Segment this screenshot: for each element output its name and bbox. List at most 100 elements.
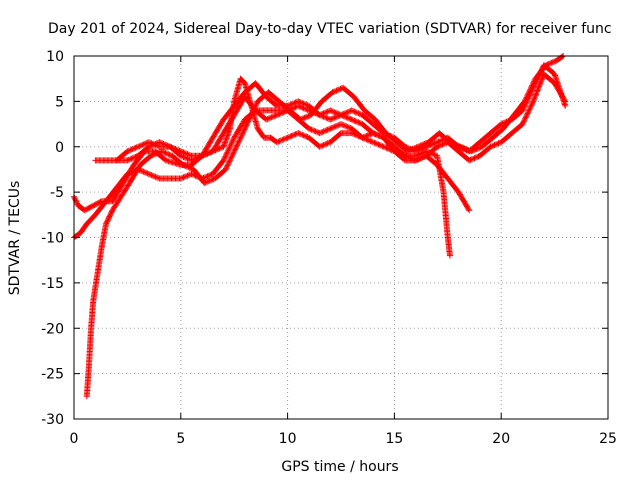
data-point-run (487, 139, 503, 150)
data-point-run (237, 75, 247, 86)
data-point-run (126, 163, 143, 186)
x-tick-label: 10 (279, 431, 297, 447)
data-point-run (498, 131, 514, 146)
data-point-run (201, 176, 217, 186)
data-point-run (316, 139, 332, 150)
data-point-run (83, 212, 98, 227)
data-point-run (440, 189, 451, 239)
data-point-run (350, 93, 367, 113)
data-point-run (233, 122, 250, 150)
data-point-run (434, 161, 450, 181)
data-point-run (220, 104, 237, 123)
data-point-run (359, 112, 375, 127)
data-point-run (190, 166, 207, 185)
data-point-run (86, 326, 94, 368)
data-point-run (519, 99, 536, 128)
data-point-run (220, 127, 233, 150)
y-tick-label: -15 (41, 276, 64, 292)
data-point-run (231, 90, 247, 109)
data-point-run (81, 203, 95, 214)
data-point-run (90, 198, 104, 209)
data-point-run (348, 116, 364, 127)
data-point-run (391, 143, 407, 158)
data-point-run (466, 140, 482, 155)
data-point-run (306, 134, 322, 149)
data-point-run (209, 117, 226, 141)
x-tick-label: 0 (70, 431, 79, 447)
data-point-run (145, 171, 162, 181)
data-point-run (423, 144, 440, 159)
data-point-run (169, 152, 185, 167)
data-point-run (380, 134, 397, 149)
data-point-run (118, 181, 132, 200)
data-point-run (263, 93, 279, 108)
data-point-run (370, 121, 386, 136)
data-point-run (370, 130, 386, 141)
y-tick-label: -25 (41, 367, 64, 383)
data-point-run (109, 181, 126, 205)
data-point-run (540, 71, 557, 86)
data-point-run (553, 53, 566, 64)
data-point-run (137, 153, 153, 168)
data-point-run (530, 63, 547, 91)
data-point-run (476, 131, 493, 146)
data-point-run (90, 272, 101, 304)
data-point-run (265, 89, 281, 104)
data-point-run (113, 149, 130, 164)
data-point-run (222, 145, 239, 173)
data-point-run (295, 130, 311, 141)
data-point-run (489, 126, 506, 141)
data-point-run (479, 135, 495, 150)
data-point-run (145, 139, 162, 150)
data-point-run (286, 107, 303, 122)
data-point-run (444, 175, 461, 194)
data-point-run (423, 139, 439, 150)
data-point-run (94, 245, 105, 277)
data-point-run (248, 102, 261, 131)
data-point-run (306, 102, 322, 118)
data-point-run (92, 199, 109, 218)
data-point-run (391, 134, 407, 149)
y-tick-label: 5 (55, 94, 64, 110)
data-point-run (466, 153, 482, 164)
data-point-run (340, 84, 356, 99)
data-point-run (361, 107, 378, 122)
grid-lines (74, 56, 608, 419)
data-point-run (455, 189, 472, 213)
data-point-run (412, 153, 429, 164)
data-point-run (370, 139, 386, 150)
data-point-run (199, 135, 216, 159)
data-point-run (295, 98, 311, 109)
data-point-run (135, 144, 151, 159)
data-point-run (327, 112, 343, 123)
data-point-run (508, 108, 525, 123)
data-point-run (498, 117, 514, 128)
data-point (446, 252, 453, 259)
data-point-run (391, 148, 407, 163)
y-tick-label: -5 (50, 185, 64, 201)
data-point-run (414, 139, 431, 150)
chart-title: Day 201 of 2024, Sidereal Day-to-day VTE… (48, 21, 612, 37)
data-point-run (444, 139, 461, 154)
data-point-run (348, 107, 364, 118)
data-point-run (254, 125, 267, 140)
x-tick-label: 25 (599, 431, 617, 447)
data-point-run (220, 136, 237, 164)
data-point-run (316, 126, 332, 137)
data-point-run (162, 157, 183, 168)
data-point-run (212, 167, 228, 182)
data-point-run (109, 194, 124, 214)
data-point-run (551, 71, 568, 108)
data-point-run (380, 130, 397, 141)
data-point-run (476, 144, 493, 159)
data-point-run (209, 158, 226, 177)
data-point-run (188, 153, 204, 164)
x-tick-label: 15 (385, 431, 403, 447)
y-tick-label: -20 (41, 321, 64, 337)
data-point-run (508, 122, 525, 137)
data-point-run (88, 299, 97, 332)
data-point-run (252, 80, 269, 99)
y-tick-label: 10 (46, 49, 64, 65)
data-point (562, 102, 569, 109)
